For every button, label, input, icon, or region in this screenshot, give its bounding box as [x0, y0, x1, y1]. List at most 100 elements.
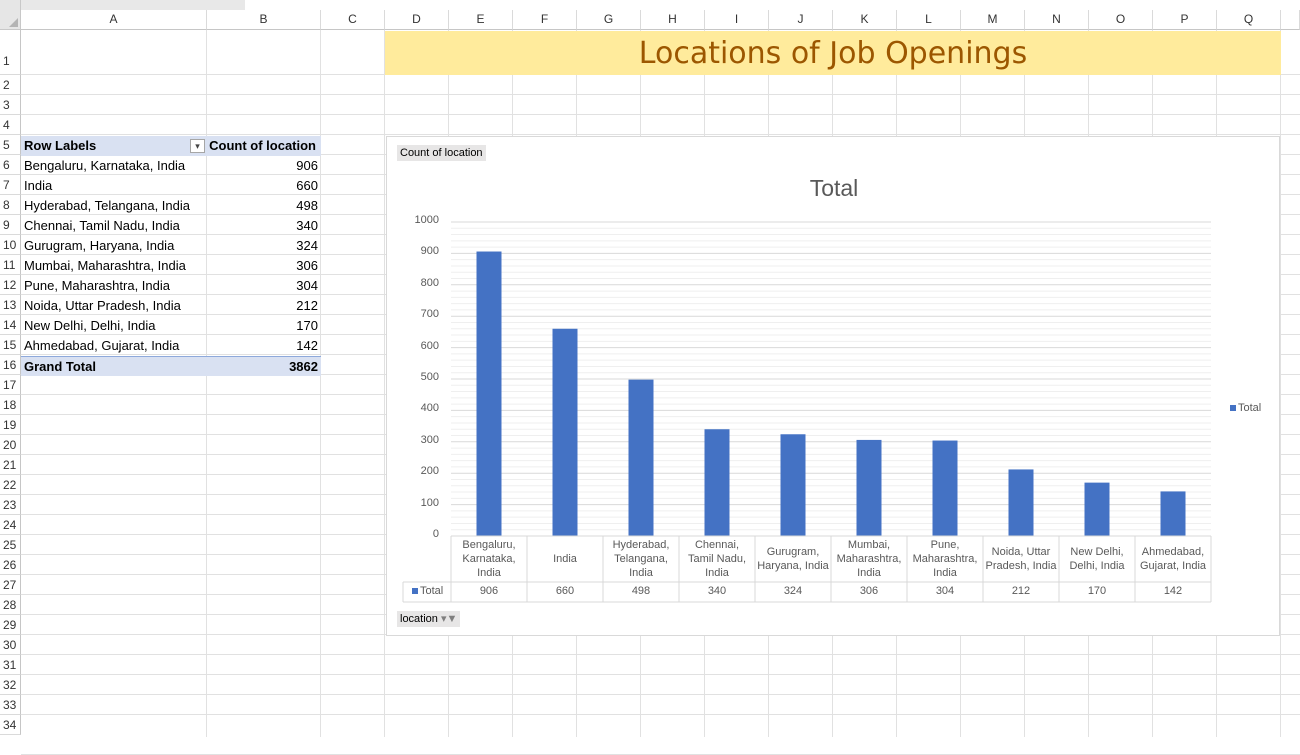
pivot-row-label[interactable]: Noida, Uttar Pradesh, India — [24, 298, 181, 313]
bar-3[interactable] — [704, 429, 730, 536]
column-header-F[interactable]: F — [513, 10, 577, 30]
column-header-K[interactable]: K — [833, 10, 897, 30]
row-header-5[interactable]: 5 — [0, 135, 21, 155]
row-header-27[interactable]: 27 — [0, 575, 21, 595]
column-header-N[interactable]: N — [1025, 10, 1089, 30]
row-header-33[interactable]: 33 — [0, 695, 21, 715]
bar-0[interactable] — [476, 251, 502, 536]
row-header-21[interactable]: 21 — [0, 455, 21, 475]
row-header-31[interactable]: 31 — [0, 655, 21, 675]
column-header-Q[interactable]: Q — [1217, 10, 1281, 30]
category-label-line: India — [629, 567, 653, 579]
row-header-23[interactable]: 23 — [0, 495, 21, 515]
category-label: India — [527, 552, 603, 566]
row-header-34[interactable]: 34 — [0, 715, 21, 735]
pivot-row-value[interactable]: 906 — [296, 158, 318, 173]
row-header-6[interactable]: 6 — [0, 155, 21, 175]
pivot-row-value[interactable]: 660 — [296, 178, 318, 193]
column-header-M[interactable]: M — [961, 10, 1025, 30]
chart-title[interactable]: Total — [809, 175, 859, 201]
row-header-2[interactable]: 2 — [0, 75, 21, 95]
pivot-row-value[interactable]: 306 — [296, 258, 318, 273]
bar-5[interactable] — [856, 439, 882, 536]
pivot-row-label[interactable]: Pune, Maharashtra, India — [24, 278, 170, 293]
pivot-row-value[interactable]: 142 — [296, 338, 318, 353]
column-header-B[interactable]: B — [207, 10, 321, 30]
pivot-header-count[interactable]: Count of location — [207, 136, 321, 156]
pivot-row-value[interactable]: 170 — [296, 318, 318, 333]
column-header-C[interactable]: C — [321, 10, 385, 30]
pivot-row-label[interactable]: Chennai, Tamil Nadu, India — [24, 218, 180, 233]
pivot-row-value[interactable]: 304 — [296, 278, 318, 293]
pivot-row-label[interactable]: Ahmedabad, Gujarat, India — [24, 338, 180, 353]
column-header-A[interactable]: A — [21, 10, 207, 30]
bar-7[interactable] — [1008, 469, 1034, 536]
pivot-row-label[interactable]: India — [24, 178, 53, 193]
row-header-1[interactable]: 1 — [0, 30, 21, 75]
pivot-row-value[interactable]: 324 — [296, 238, 318, 253]
row-header-28[interactable]: 28 — [0, 595, 21, 615]
pivot-grand-total-value[interactable]: 3862 — [207, 356, 321, 376]
row-header-14[interactable]: 14 — [0, 315, 21, 335]
row-header-13[interactable]: 13 — [0, 295, 21, 315]
column-header-J[interactable]: J — [769, 10, 833, 30]
row-header-26[interactable]: 26 — [0, 555, 21, 575]
column-header-I[interactable]: I — [705, 10, 769, 30]
column-header-O[interactable]: O — [1089, 10, 1153, 30]
row-header-18[interactable]: 18 — [0, 395, 21, 415]
toolbar-strip — [0, 0, 1300, 10]
row-header-11[interactable]: 11 — [0, 255, 21, 275]
bar-8[interactable] — [1084, 482, 1110, 536]
column-header-P[interactable]: P — [1153, 10, 1217, 30]
row-header-25[interactable]: 25 — [0, 535, 21, 555]
pivot-row-value[interactable]: 498 — [296, 198, 318, 213]
pivot-row-label[interactable]: Mumbai, Maharashtra, India — [24, 258, 186, 273]
row-header-3[interactable]: 3 — [0, 95, 21, 115]
bar-6[interactable] — [932, 440, 958, 536]
axis-field-button[interactable]: location ▾▼ — [397, 611, 461, 627]
select-all-corner[interactable] — [0, 0, 21, 30]
value-field-button[interactable]: Count of location — [397, 145, 486, 161]
row-header-20[interactable]: 20 — [0, 435, 21, 455]
row-header-7[interactable]: 7 — [0, 175, 21, 195]
pivot-row-label[interactable]: New Delhi, Delhi, India — [24, 318, 156, 333]
pivot-header-row-labels[interactable]: Row Labels — [21, 136, 207, 156]
column-header-G[interactable]: G — [577, 10, 641, 30]
bar-4[interactable] — [780, 434, 806, 536]
row-header-24[interactable]: 24 — [0, 515, 21, 535]
column-header-L[interactable]: L — [897, 10, 961, 30]
y-tick-label: 900 — [420, 245, 439, 258]
pivot-row-label[interactable]: Hyderabad, Telangana, India — [24, 198, 190, 213]
column-header-E[interactable]: E — [449, 10, 513, 30]
row-header-17[interactable]: 17 — [0, 375, 21, 395]
pivot-chart[interactable]: Count of location Total location ▾▼ 0 100… — [386, 136, 1280, 636]
row-header-8[interactable]: 8 — [0, 195, 21, 215]
legend-label[interactable]: Total — [1238, 402, 1262, 414]
row-header-22[interactable]: 22 — [0, 475, 21, 495]
row-header-29[interactable]: 29 — [0, 615, 21, 635]
chart-plot-area — [402, 221, 1212, 603]
row-header-9[interactable]: 9 — [0, 215, 21, 235]
pivot-row-value[interactable]: 340 — [296, 218, 318, 233]
legend-key — [1230, 405, 1236, 411]
pivot-row-label[interactable]: Gurugram, Haryana, India — [24, 238, 175, 253]
category-label: Ahmedabad, Gujarat, India — [1135, 545, 1211, 573]
row-header-12[interactable]: 12 — [0, 275, 21, 295]
column-header-D[interactable]: D — [385, 10, 449, 30]
row-header-4[interactable]: 4 — [0, 115, 21, 135]
row-header-16[interactable]: 16 — [0, 355, 21, 375]
row-header-10[interactable]: 10 — [0, 235, 21, 255]
pivot-row-value[interactable]: 212 — [296, 298, 318, 313]
bar-2[interactable] — [628, 379, 654, 536]
filter-dropdown-icon[interactable]: ▾ — [190, 139, 205, 153]
pivot-grand-total-label[interactable]: Grand Total — [21, 356, 207, 376]
column-header-H[interactable]: H — [641, 10, 705, 30]
row-header-19[interactable]: 19 — [0, 415, 21, 435]
row-header-30[interactable]: 30 — [0, 635, 21, 655]
row-header-32[interactable]: 32 — [0, 675, 21, 695]
bar-9[interactable] — [1160, 491, 1186, 536]
title-cell-band[interactable] — [385, 31, 1281, 75]
row-header-15[interactable]: 15 — [0, 335, 21, 355]
pivot-row-label[interactable]: Bengaluru, Karnataka, India — [24, 158, 186, 173]
bar-1[interactable] — [552, 328, 578, 536]
